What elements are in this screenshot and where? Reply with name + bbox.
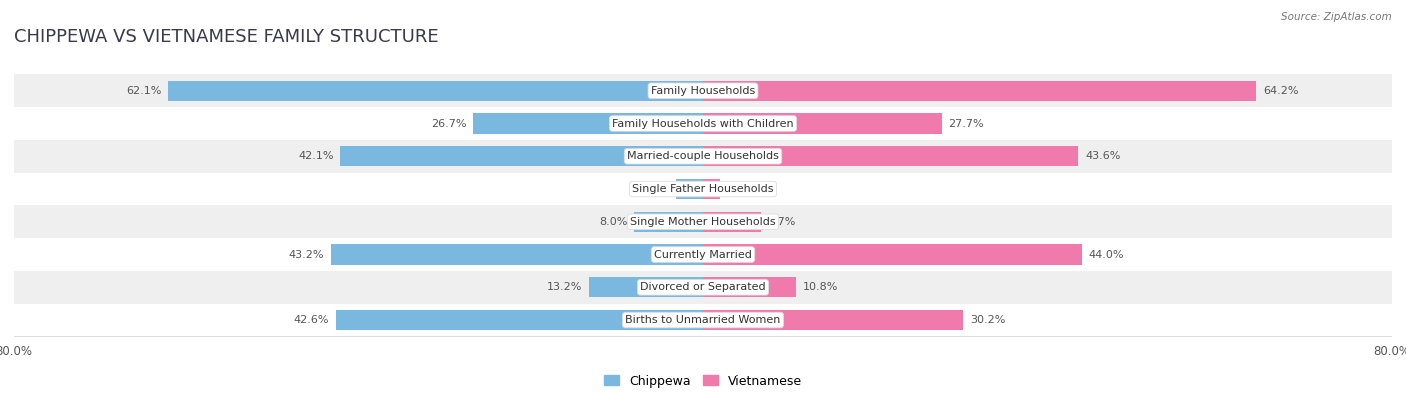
Text: 43.2%: 43.2% <box>288 250 323 260</box>
Text: 43.6%: 43.6% <box>1085 151 1121 161</box>
Text: Family Households with Children: Family Households with Children <box>612 118 794 128</box>
Text: Currently Married: Currently Married <box>654 250 752 260</box>
Text: 30.2%: 30.2% <box>970 315 1005 325</box>
Bar <box>330 245 703 265</box>
Text: Family Households: Family Households <box>651 86 755 96</box>
Text: Single Mother Households: Single Mother Households <box>630 217 776 227</box>
Text: 62.1%: 62.1% <box>127 86 162 96</box>
Text: 26.7%: 26.7% <box>430 118 467 128</box>
Text: Divorced or Separated: Divorced or Separated <box>640 282 766 292</box>
Text: Married-couple Households: Married-couple Households <box>627 151 779 161</box>
Text: 2.0%: 2.0% <box>727 184 755 194</box>
Text: Births to Unmarried Women: Births to Unmarried Women <box>626 315 780 325</box>
Bar <box>703 81 1256 101</box>
Bar <box>14 107 1392 140</box>
Bar <box>14 74 1392 107</box>
Legend: Chippewa, Vietnamese: Chippewa, Vietnamese <box>599 370 807 393</box>
Bar <box>336 310 703 330</box>
Bar <box>703 245 1083 265</box>
Bar <box>340 146 703 166</box>
Text: 27.7%: 27.7% <box>949 118 984 128</box>
Text: 42.6%: 42.6% <box>294 315 329 325</box>
Bar <box>676 179 703 199</box>
Bar <box>14 271 1392 304</box>
Bar <box>14 238 1392 271</box>
Text: 10.8%: 10.8% <box>803 282 838 292</box>
Text: 13.2%: 13.2% <box>547 282 582 292</box>
Text: 3.1%: 3.1% <box>641 184 669 194</box>
Bar <box>703 146 1078 166</box>
Bar <box>14 205 1392 238</box>
Text: 42.1%: 42.1% <box>298 151 333 161</box>
Bar <box>589 277 703 297</box>
Text: CHIPPEWA VS VIETNAMESE FAMILY STRUCTURE: CHIPPEWA VS VIETNAMESE FAMILY STRUCTURE <box>14 28 439 46</box>
Bar <box>14 304 1392 337</box>
Text: Source: ZipAtlas.com: Source: ZipAtlas.com <box>1281 12 1392 22</box>
Bar <box>169 81 703 101</box>
Bar <box>703 277 796 297</box>
Bar <box>14 173 1392 205</box>
Bar <box>14 140 1392 173</box>
Bar <box>703 113 942 134</box>
Bar <box>703 212 761 232</box>
Bar <box>472 113 703 134</box>
Bar <box>703 179 720 199</box>
Bar <box>703 310 963 330</box>
Text: 64.2%: 64.2% <box>1263 86 1298 96</box>
Text: Single Father Households: Single Father Households <box>633 184 773 194</box>
Text: 44.0%: 44.0% <box>1088 250 1125 260</box>
Bar <box>634 212 703 232</box>
Text: 8.0%: 8.0% <box>599 217 627 227</box>
Text: 6.7%: 6.7% <box>768 217 796 227</box>
